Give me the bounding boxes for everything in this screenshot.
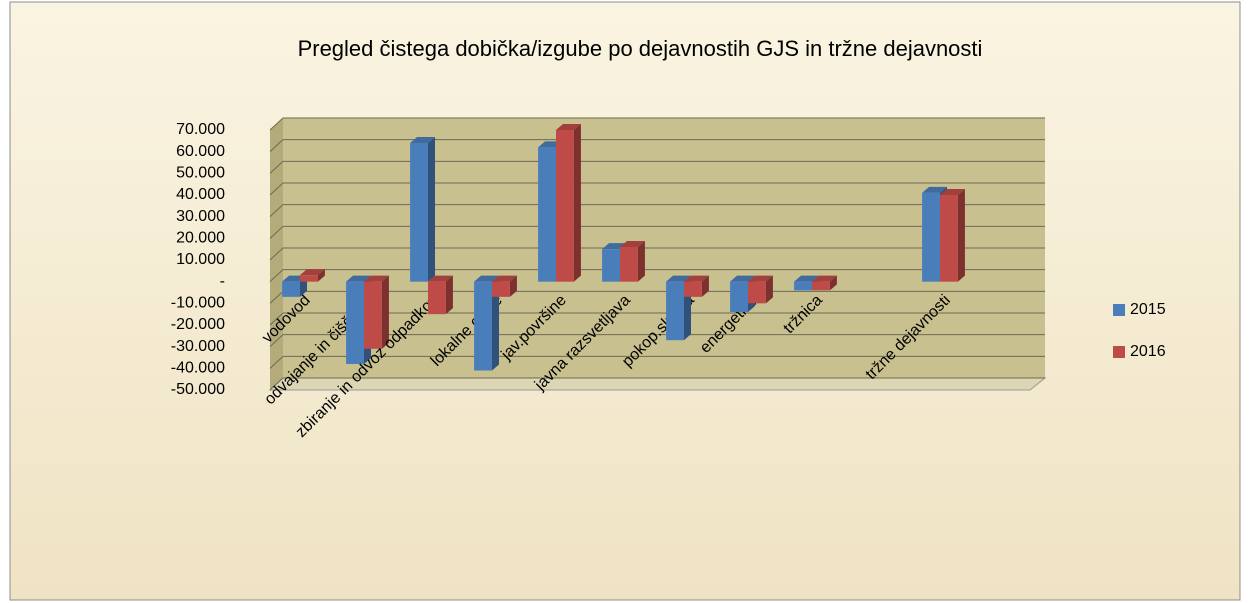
bar-front (474, 281, 492, 371)
bar-front (282, 281, 300, 297)
bar (410, 137, 435, 282)
bar-front (794, 281, 812, 291)
bar-front (364, 281, 382, 349)
bar-top (556, 124, 581, 130)
bar-side (637, 241, 645, 282)
bar-front (300, 275, 318, 282)
bar-front (538, 147, 556, 282)
bar-side (428, 137, 435, 282)
bar-top (730, 275, 755, 282)
bar-top (492, 275, 517, 282)
bar-front (730, 281, 748, 312)
y-tick-label: 10.000 (176, 251, 225, 268)
bar-front (410, 143, 428, 282)
grid-line (269, 225, 1045, 239)
bar-front (812, 281, 830, 291)
bar-top (666, 275, 691, 282)
y-tick-label: -40.000 (171, 360, 225, 377)
bar-front (556, 130, 574, 282)
bar-front (748, 281, 766, 304)
bar-side (829, 275, 837, 291)
bar-top (428, 275, 453, 282)
bar-front (666, 281, 684, 341)
bar-top (300, 269, 325, 276)
bar-front (922, 192, 940, 282)
bar-top (922, 186, 947, 193)
grid-line (269, 204, 1045, 218)
bar (812, 275, 837, 291)
bar (300, 269, 325, 282)
bar-side (957, 189, 965, 282)
legend-swatch (1113, 346, 1125, 358)
bar-top (794, 275, 819, 282)
bar-top (410, 137, 435, 143)
bar-top (620, 241, 645, 247)
y-tick-label: 60.000 (176, 143, 225, 160)
grid-line (269, 269, 1045, 283)
bar-front (346, 281, 364, 364)
y-tick-label: 50.000 (176, 165, 225, 182)
floor (268, 377, 1047, 391)
legend-swatch (1113, 304, 1125, 316)
legend-label: 2015 (1130, 301, 1166, 318)
y-tick-label: -30.000 (171, 338, 225, 355)
bar (492, 275, 517, 297)
grid-line (269, 117, 1045, 131)
bar-front (492, 281, 510, 297)
bar-top (940, 189, 965, 195)
grid-line (269, 182, 1045, 196)
plot-wall (270, 118, 1045, 390)
grid-line (269, 377, 1045, 391)
bar-top (684, 275, 709, 282)
bar-side (701, 275, 709, 297)
bar-side (445, 275, 453, 315)
bar-front (940, 195, 958, 282)
y-tick-label: 40.000 (176, 186, 225, 203)
bar (474, 275, 499, 371)
grid-line (269, 160, 1045, 174)
bar-side (492, 275, 499, 371)
bar (364, 275, 389, 349)
y-tick-label: -10.000 (171, 295, 225, 312)
grid-line (269, 334, 1045, 348)
legend-label: 2016 (1130, 343, 1166, 360)
bar (940, 189, 965, 282)
bar-front (684, 281, 702, 297)
bar (684, 275, 709, 297)
y-tick-label: 30.000 (176, 208, 225, 225)
y-tick-label: - (220, 273, 225, 290)
bar-side (573, 124, 581, 282)
bar-top (474, 275, 499, 282)
bar (428, 275, 453, 315)
bar-side (317, 269, 325, 282)
bar-side (765, 275, 773, 304)
y-tick-label: 70.000 (176, 121, 225, 138)
grid-line (269, 247, 1045, 261)
bar-top (748, 275, 773, 282)
bar-side (381, 275, 389, 349)
bar-top (812, 275, 837, 282)
y-tick-label: 20.000 (176, 230, 225, 247)
bar (556, 124, 581, 282)
chart-title: Pregled čistega dobička/izgube po dejavn… (298, 36, 983, 61)
grid-line (269, 139, 1045, 153)
bar-top (346, 275, 371, 282)
bar-front (428, 281, 446, 315)
bar-top (364, 275, 389, 282)
bar-front (620, 247, 638, 282)
grid-line (269, 355, 1045, 369)
bar (666, 275, 691, 341)
bar (748, 275, 773, 304)
bar (620, 241, 645, 282)
y-tick-label: -20.000 (171, 316, 225, 333)
bar-front (602, 249, 620, 282)
grid-line (269, 312, 1045, 326)
y-tick-label: -50.000 (171, 381, 225, 398)
bar-side (509, 275, 517, 297)
